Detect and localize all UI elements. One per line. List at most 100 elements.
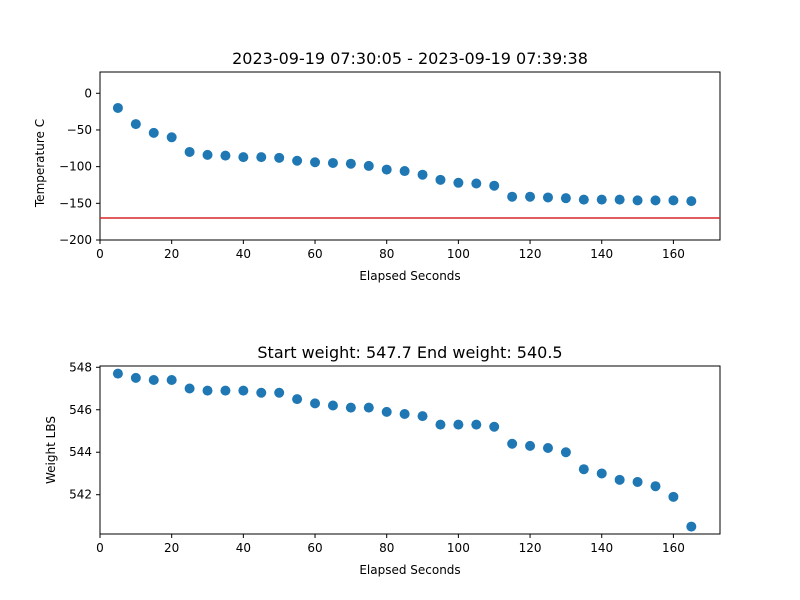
temperature-x-tick-label: 40	[236, 247, 251, 261]
weight-plot-frame	[99, 365, 721, 535]
weight-data-point	[381, 406, 392, 417]
weight-y-ticks: 542 544 546 548	[69, 360, 100, 502]
temperature-x-tick-label: 120	[519, 247, 542, 261]
weight-y-tick-label: 546	[69, 403, 92, 417]
weight-x-ticks: 0 20 40 60 80 100 120 140 160	[96, 534, 685, 555]
temperature-data-point	[614, 194, 625, 205]
temperature-data-point	[471, 178, 482, 189]
temperature-data-point	[292, 155, 303, 166]
weight-data-point	[310, 398, 321, 409]
temperature-y-tick-label: −50	[67, 123, 92, 137]
temperature-data-point	[542, 192, 553, 203]
weight-data-point	[184, 383, 195, 394]
temperature-data-point	[310, 157, 321, 168]
weight-y-tick-label: 544	[69, 445, 92, 459]
weight-data-point	[345, 402, 356, 413]
temperature-x-tick-label: 0	[96, 247, 104, 261]
temperature-data-point	[686, 196, 697, 207]
weight-data-point	[363, 402, 374, 413]
temperature-y-tick-label: −150	[59, 196, 92, 210]
temperature-y-tick-label: −100	[59, 160, 92, 174]
temperature-y-ticks: −200 −150 −100 −50 0	[59, 86, 100, 247]
temperature-x-ticks: 0 20 40 60 80 100 120 140 160	[96, 240, 685, 261]
temperature-data-point	[130, 119, 141, 130]
weight-data-point	[560, 447, 571, 458]
temperature-data-point	[274, 152, 285, 163]
weight-data-point	[112, 368, 123, 379]
weight-y-tick-label: 542	[69, 488, 92, 502]
weight-data-point	[525, 440, 536, 451]
weight-x-tick-label: 120	[519, 541, 542, 555]
temperature-data-point	[345, 158, 356, 169]
weight-data-point	[166, 375, 177, 386]
temperature-x-tick-label: 80	[379, 247, 394, 261]
temperature-data-point	[238, 152, 249, 163]
weight-data-point	[614, 474, 625, 485]
weight-x-tick-label: 100	[447, 541, 470, 555]
weight-x-tick-label: 60	[307, 541, 322, 555]
weight-x-tick-label: 0	[96, 541, 104, 555]
temperature-x-tick-label: 60	[307, 247, 322, 261]
temperature-data-point	[112, 102, 123, 113]
weight-data-point	[668, 491, 679, 502]
weight-data-point	[686, 521, 697, 532]
temperature-marks	[100, 102, 720, 219]
temperature-x-axis-label: Elapsed Seconds	[359, 269, 460, 283]
weight-data-point	[435, 419, 446, 430]
temperature-y-tick-label: 0	[84, 86, 92, 100]
temperature-data-point	[632, 195, 643, 206]
weight-data-point	[507, 438, 518, 449]
weight-x-tick-label: 80	[379, 541, 394, 555]
temperature-data-point	[220, 150, 231, 161]
temperature-data-point	[668, 195, 679, 206]
weight-x-tick-label: 160	[662, 541, 685, 555]
temperature-data-point	[399, 166, 410, 177]
weight-data-point	[471, 419, 482, 430]
temperature-y-axis-label: Temperature C	[33, 119, 47, 208]
weight-data-point	[327, 400, 338, 411]
temperature-data-point	[184, 146, 195, 157]
temperature-data-point	[489, 180, 500, 191]
temperature-x-tick-label: 140	[590, 247, 613, 261]
temperature-data-point	[578, 194, 589, 205]
temperature-data-point	[256, 152, 267, 163]
weight-data-point	[220, 385, 231, 396]
temperature-data-point	[596, 194, 607, 205]
weight-y-tick-label: 548	[69, 360, 92, 374]
weight-data-point	[130, 372, 141, 383]
weight-data-point	[578, 464, 589, 475]
weight-data-point	[453, 419, 464, 430]
temperature-data-point	[417, 169, 428, 180]
temperature-y-tick-label: −200	[59, 233, 92, 247]
temperature-data-point	[525, 191, 536, 202]
weight-data-point	[417, 411, 428, 422]
temperature-data-point	[453, 177, 464, 188]
weight-x-tick-label: 20	[164, 541, 179, 555]
weight-x-axis-label: Elapsed Seconds	[359, 563, 460, 577]
weight-chart: Start weight: 547.7 End weight: 540.5 0 2…	[44, 343, 721, 577]
weight-data-point	[596, 468, 607, 479]
weight-data-point	[148, 375, 159, 386]
weight-marks	[112, 368, 697, 532]
weight-data-point	[202, 385, 213, 396]
weight-y-axis-label: Weight LBS	[44, 416, 58, 484]
weight-data-point	[632, 476, 643, 487]
weight-x-tick-label: 140	[590, 541, 613, 555]
temperature-data-point	[363, 160, 374, 171]
temperature-data-point	[148, 127, 159, 138]
temperature-data-point	[202, 149, 213, 160]
temperature-data-point	[560, 193, 571, 204]
temperature-data-point	[435, 174, 446, 185]
weight-data-point	[489, 421, 500, 432]
temperature-data-point	[166, 132, 177, 143]
temperature-chart-title: 2023-09-19 07:30:05 - 2023-09-19 07:39:3…	[232, 49, 588, 68]
weight-data-point	[238, 385, 249, 396]
weight-data-point	[292, 394, 303, 405]
temperature-plot-frame	[99, 71, 721, 241]
weight-data-point	[542, 442, 553, 453]
weight-data-point	[399, 409, 410, 419]
temperature-chart: 2023-09-19 07:30:05 - 2023-09-19 07:39:3…	[33, 49, 721, 283]
temperature-x-tick-label: 160	[662, 247, 685, 261]
temperature-x-tick-label: 100	[447, 247, 470, 261]
